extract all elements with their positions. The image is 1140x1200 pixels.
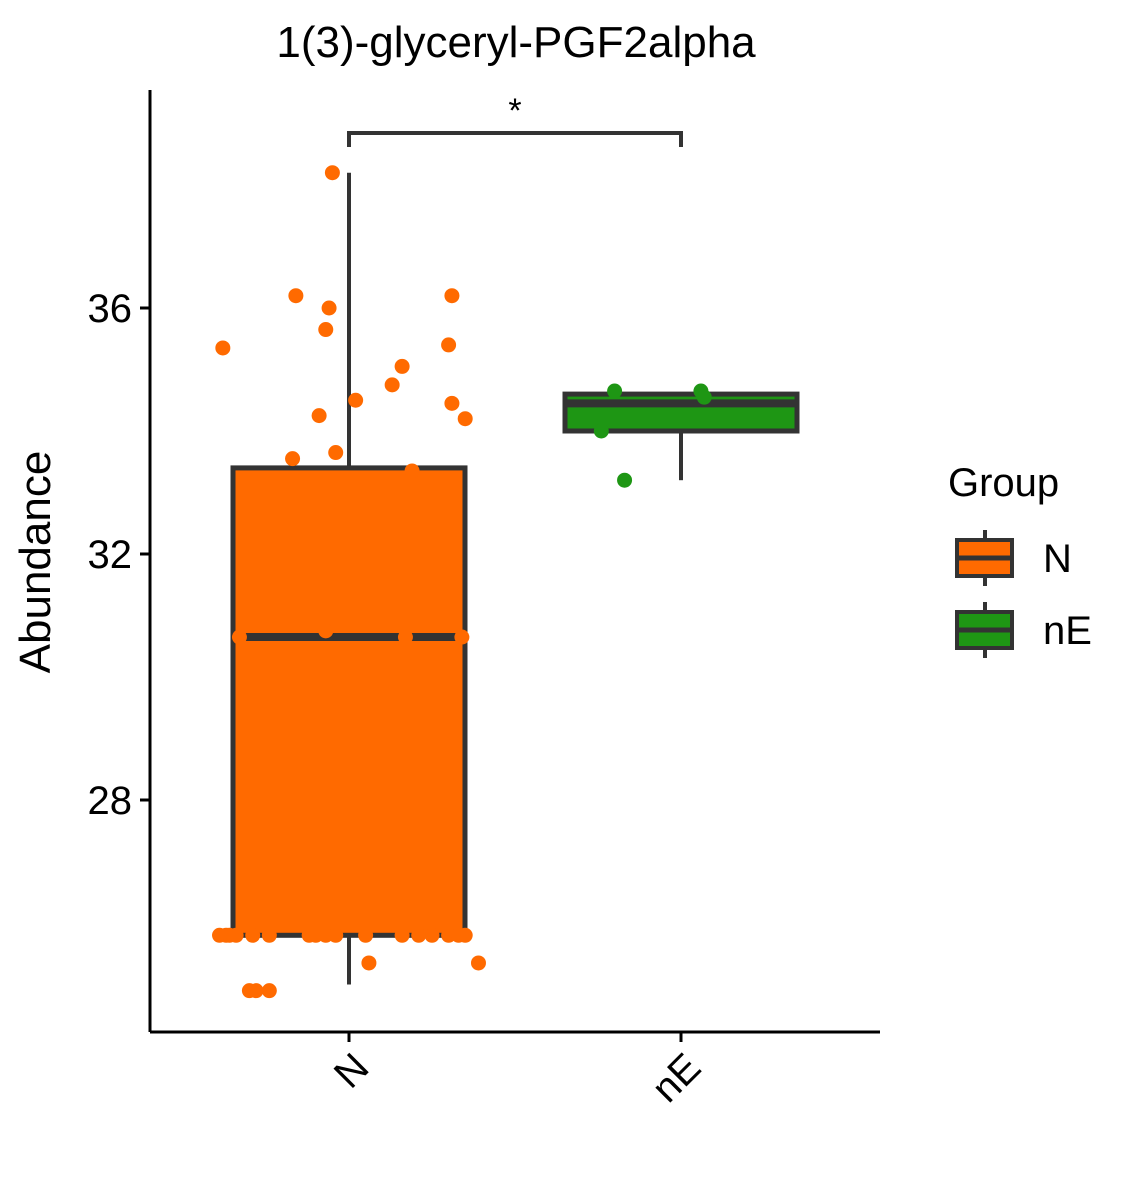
data-point (394, 927, 410, 943)
legend-entry-nE: nE (955, 602, 1092, 658)
significance-bracket (347, 131, 683, 147)
data-point (397, 629, 413, 645)
data-point (318, 623, 334, 639)
data-point (358, 927, 374, 943)
legend-entries: NnE (955, 530, 1092, 658)
data-point (617, 472, 633, 488)
significance-label: * (508, 92, 521, 130)
data-point (444, 395, 460, 411)
data-point (311, 408, 327, 424)
data-point (248, 983, 264, 999)
x-tick-label: N (326, 1045, 378, 1097)
data-point (215, 340, 231, 356)
data-point (245, 927, 261, 943)
data-point (424, 927, 440, 943)
data-point (328, 445, 344, 461)
data-point (285, 451, 301, 467)
data-point (441, 337, 457, 353)
plot-area: * (212, 92, 800, 999)
x-tick-label: nE (644, 1045, 710, 1111)
legend-entry-N: N (955, 530, 1072, 586)
data-point (454, 629, 470, 645)
data-point (411, 927, 427, 943)
data-point (231, 629, 247, 645)
data-point (324, 165, 340, 181)
data-point (457, 927, 473, 943)
y-tick-label: 28 (88, 779, 133, 823)
data-point (328, 927, 344, 943)
data-point (384, 377, 400, 393)
data-point (261, 927, 277, 943)
data-point (261, 983, 277, 999)
points-N (212, 165, 486, 999)
data-point (470, 955, 486, 971)
y-tick-label: 32 (88, 533, 133, 577)
box-N (230, 172, 468, 985)
data-point (348, 392, 364, 408)
legend: Group NnE (948, 461, 1092, 658)
legend-title: Group (948, 461, 1059, 505)
data-point (318, 322, 334, 338)
data-point (457, 411, 473, 427)
chart-title: 1(3)-glyceryl-PGF2alpha (276, 18, 756, 67)
y-axis-label: Abundance (11, 451, 60, 674)
data-point (444, 288, 460, 304)
data-point (696, 389, 712, 405)
box-nE (562, 391, 800, 481)
data-point (394, 358, 410, 374)
data-point (593, 423, 609, 439)
data-point (288, 288, 304, 304)
data-point (228, 927, 244, 943)
box-rect (230, 465, 468, 938)
y-tick-label: 36 (88, 287, 133, 331)
legend-label: N (1043, 537, 1072, 581)
data-point (607, 383, 623, 399)
legend-label: nE (1043, 609, 1092, 653)
data-point (321, 300, 337, 316)
data-point (404, 463, 420, 479)
points-nE (593, 383, 712, 488)
data-point (361, 955, 377, 971)
